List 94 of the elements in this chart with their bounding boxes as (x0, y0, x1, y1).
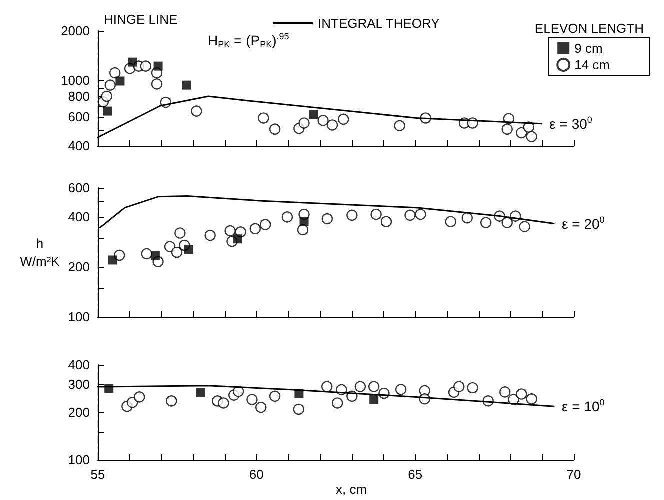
point (154, 62, 163, 71)
y-tick-label: 100 (68, 310, 90, 324)
point (104, 80, 116, 91)
point (140, 60, 152, 72)
x-tick-label: 70 (566, 467, 582, 482)
point (114, 250, 126, 262)
point (526, 394, 538, 405)
point (454, 381, 465, 392)
point (309, 110, 318, 120)
point (196, 388, 206, 398)
point (218, 398, 230, 409)
y-tick-label: 1000 (61, 73, 90, 88)
point (128, 58, 138, 67)
point (171, 246, 183, 258)
y-tick-label: 100 (68, 452, 90, 468)
point (298, 118, 310, 129)
y-tick-label: 300 (68, 377, 90, 392)
point (322, 213, 334, 225)
point (204, 230, 216, 242)
point (269, 390, 281, 402)
point (184, 245, 194, 254)
point (191, 106, 202, 117)
point (322, 381, 333, 392)
point (326, 120, 338, 131)
point (108, 256, 118, 265)
point (516, 127, 528, 139)
point (116, 76, 125, 86)
point (232, 386, 244, 398)
legend-label: 14 cm (574, 58, 610, 72)
point (445, 216, 456, 228)
point (258, 112, 270, 124)
x-tick-label: 55 (90, 467, 106, 482)
point (368, 381, 380, 392)
point (110, 67, 121, 79)
point (104, 384, 114, 394)
point (526, 131, 538, 142)
point (224, 225, 236, 237)
point (150, 250, 160, 260)
point (338, 114, 350, 126)
point (233, 234, 242, 244)
point (174, 228, 186, 239)
x-tick-label: 60 (249, 467, 264, 482)
ref-line-label: HINGE LINE (104, 12, 178, 27)
y-tick-label: 200 (68, 405, 90, 420)
point (519, 221, 530, 232)
point (404, 210, 416, 222)
point (151, 78, 163, 90)
point (395, 384, 407, 396)
point (182, 80, 192, 90)
point (269, 124, 281, 135)
point (502, 124, 513, 135)
point (370, 208, 382, 220)
point (380, 216, 392, 228)
point (480, 217, 492, 228)
legend-label: INTEGRAL THEORY (318, 16, 440, 31)
point (134, 392, 146, 403)
point (300, 217, 309, 226)
y-tick-label: 600 (68, 180, 90, 196)
y-tick-label: 2000 (61, 24, 90, 38)
legend-title: ELEVON LENGTH (534, 21, 644, 36)
point (256, 402, 267, 414)
point (141, 248, 152, 260)
point (250, 223, 261, 234)
legend-label: 9 cm (574, 41, 603, 56)
point (500, 386, 511, 398)
point (370, 395, 379, 404)
y-tick-label: 400 (68, 210, 90, 225)
point (467, 382, 478, 394)
y-tick-label: 200 (68, 260, 90, 275)
point (260, 219, 272, 230)
point (502, 217, 513, 228)
point (415, 208, 426, 220)
point (166, 396, 178, 407)
point (246, 394, 258, 406)
point (103, 106, 112, 116)
y-axis-title: h W/m²K (20, 236, 60, 269)
point (318, 115, 329, 126)
point (293, 404, 304, 416)
point (394, 120, 406, 132)
point (164, 241, 176, 252)
point (332, 398, 344, 409)
y-tick-label: 800 (68, 88, 90, 104)
point (282, 212, 294, 223)
x-tick-label: 65 (408, 467, 423, 482)
y-tick-label: 400 (68, 138, 90, 154)
point (354, 381, 366, 392)
point (101, 90, 112, 102)
point (294, 389, 304, 398)
y-tick-label: 600 (68, 110, 90, 125)
y-tick-label: 400 (68, 358, 90, 372)
x-axis-title: x, cm (336, 482, 368, 497)
point (346, 210, 358, 222)
point (516, 388, 528, 400)
point (462, 212, 473, 224)
